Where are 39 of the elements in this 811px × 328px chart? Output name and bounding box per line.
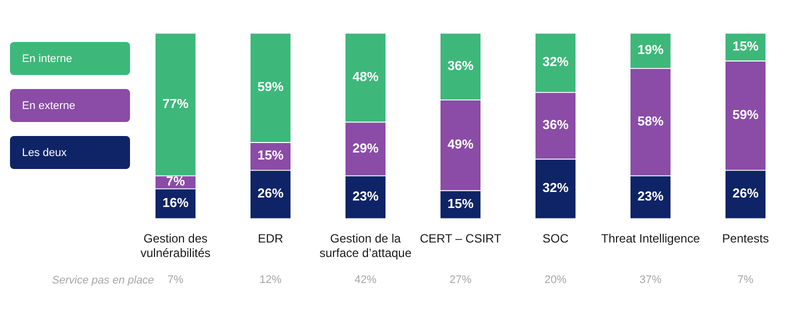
data-label: 36% [447, 58, 474, 73]
data-label: 77% [162, 96, 189, 111]
data-label: 23% [352, 188, 379, 204]
data-label: 23% [637, 188, 664, 204]
x-tick-label: Gestion de la surface d’attaque [319, 232, 412, 260]
data-label: 58% [637, 113, 664, 128]
text: 20% [544, 274, 567, 286]
text: En interne [10, 42, 130, 75]
x-tick-label: Threat Intelligence [601, 232, 700, 246]
data-label: 32% [542, 180, 569, 196]
data-label: 48% [352, 69, 379, 84]
data-label: 36% [542, 117, 569, 132]
data-label: 26% [732, 186, 759, 201]
data-label: 32% [542, 54, 569, 70]
data-label: 19% [637, 42, 664, 58]
data-label: 7% [166, 174, 186, 189]
data-label: 26% [257, 186, 284, 201]
text: En externe [10, 89, 130, 122]
text: 7% [738, 274, 754, 286]
data-label: 29% [352, 140, 379, 156]
x-tick-label: EDR [258, 232, 284, 246]
data-label: 15% [447, 196, 474, 211]
text: Service pas en place [52, 274, 154, 286]
text: 12% [259, 274, 282, 286]
text: Les deux [10, 136, 130, 169]
data-label: 15% [732, 38, 759, 54]
data-label: 59% [257, 79, 284, 94]
x-tick-label: CERT – CSIRT [420, 232, 502, 246]
data-label: 16% [162, 194, 189, 210]
x-tick-label: Pentests [722, 232, 769, 246]
x-tick-label: Gestion des vulnérabilités [140, 232, 211, 260]
text: 37% [639, 274, 662, 286]
text: 42% [354, 274, 377, 286]
data-label: 49% [447, 136, 474, 152]
x-tick-label: SOC [542, 232, 569, 246]
data-label: 15% [257, 148, 284, 163]
text: 7% [168, 274, 184, 286]
data-label: 59% [732, 106, 759, 122]
text: 27% [449, 274, 472, 286]
